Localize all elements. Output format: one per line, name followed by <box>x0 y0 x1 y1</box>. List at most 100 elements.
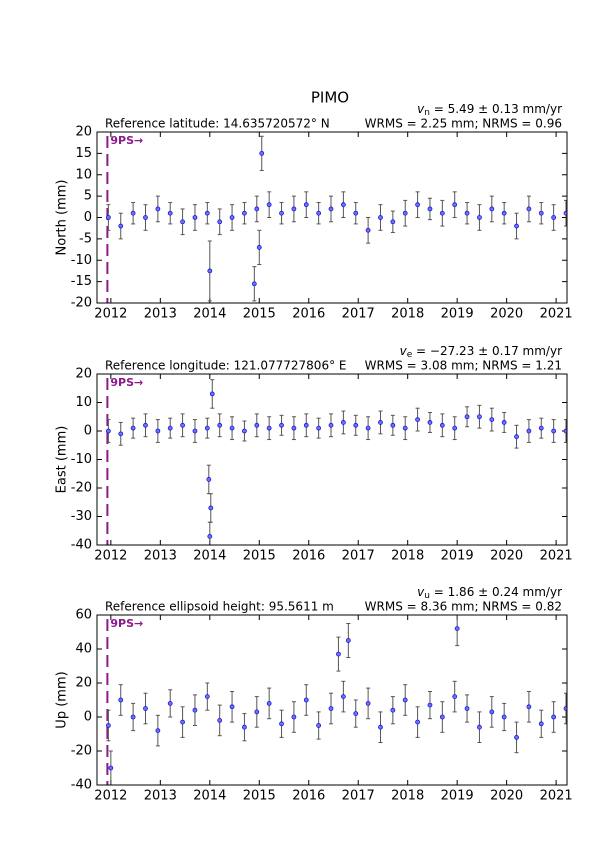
velocity-text: = −27.23 ± 0.17 mm/yr <box>412 344 562 358</box>
point <box>143 706 148 711</box>
y-tick-label: -20 <box>71 296 92 311</box>
point <box>155 206 161 212</box>
velocity-label: vu = 1.86 ± 0.24 mm/yr <box>417 585 562 601</box>
y-tick-label: -15 <box>71 274 92 289</box>
point <box>365 701 371 706</box>
point <box>316 723 322 728</box>
point <box>464 210 470 216</box>
point <box>180 719 185 725</box>
point <box>118 223 124 229</box>
x-tick-label: 2014 <box>193 789 226 804</box>
point <box>303 697 309 703</box>
point <box>303 202 309 208</box>
stats-label: WRMS = 2.25 mm; NRMS = 0.96 <box>365 117 562 131</box>
event-label: 9PS→ <box>110 376 143 389</box>
point <box>526 206 532 212</box>
y-tick-label: 10 <box>75 167 92 182</box>
y-tick-label: 15 <box>75 146 92 161</box>
point <box>207 534 213 539</box>
point <box>514 735 519 740</box>
x-tick-label: 2016 <box>292 307 325 322</box>
y-tick-label: -5 <box>79 231 92 246</box>
point <box>514 223 519 229</box>
y-tick-label: -40 <box>71 778 92 793</box>
point <box>259 150 265 156</box>
point <box>378 215 383 220</box>
point <box>251 281 257 287</box>
point <box>427 206 433 212</box>
point <box>130 714 136 720</box>
point <box>105 723 111 728</box>
point <box>538 425 544 431</box>
stats-label: WRMS = 3.08 mm; NRMS = 1.21 <box>365 359 562 373</box>
point <box>328 206 334 212</box>
velocity-subscript: n <box>424 108 430 118</box>
point <box>242 210 247 216</box>
velocity-subscript: e <box>407 350 413 360</box>
point <box>345 638 351 643</box>
point <box>229 704 235 710</box>
point <box>130 425 136 431</box>
point <box>501 210 507 216</box>
point <box>316 425 322 431</box>
y-tick-label: -10 <box>71 452 92 467</box>
y-axis-label: Up (mm) <box>55 671 70 728</box>
point <box>256 245 262 250</box>
point <box>192 707 198 713</box>
point <box>328 706 334 711</box>
panel: Reference latitude: 14.635720572° N WRMS … <box>55 102 573 322</box>
point <box>551 428 557 434</box>
point <box>279 210 284 216</box>
point <box>402 425 408 431</box>
point <box>105 215 111 220</box>
point <box>180 219 185 225</box>
y-tick-label: 0 <box>84 710 92 725</box>
reference-label: Reference latitude: 14.635720572° N <box>105 117 330 131</box>
x-tick-label: 2019 <box>441 549 474 564</box>
point <box>402 210 408 216</box>
point <box>563 706 567 711</box>
point <box>207 268 213 274</box>
point <box>353 422 359 428</box>
x-tick-label: 2017 <box>342 549 375 564</box>
event-label: 9PS→ <box>110 617 143 630</box>
point <box>266 701 272 706</box>
x-tick-label: 2012 <box>94 307 127 322</box>
point <box>390 707 396 713</box>
velocity-label: ve = −27.23 ± 0.17 mm/yr <box>400 344 562 360</box>
y-tick-label: 10 <box>75 395 92 410</box>
y-tick-label: -40 <box>71 538 92 553</box>
point <box>229 215 235 220</box>
point <box>204 210 210 216</box>
point <box>279 721 284 727</box>
point <box>254 422 260 428</box>
x-tick-label: 2016 <box>292 549 325 564</box>
reference-label: Reference longitude: 121.077727806° E <box>105 359 346 373</box>
point <box>501 714 507 720</box>
x-tick-label: 2021 <box>540 789 573 804</box>
y-tick-label: -30 <box>71 509 92 524</box>
point <box>208 505 214 511</box>
point <box>204 694 210 699</box>
point <box>118 431 124 437</box>
x-tick-label: 2020 <box>490 789 523 804</box>
point <box>340 694 346 699</box>
point <box>402 697 408 703</box>
x-tick-label: 2012 <box>94 789 127 804</box>
x-tick-label: 2018 <box>391 307 424 322</box>
point <box>365 227 371 233</box>
chart-title: PIMO <box>311 89 349 107</box>
reference-label: Reference ellipsoid height: 95.5611 m <box>105 600 334 614</box>
x-tick-label: 2020 <box>490 307 523 322</box>
point <box>328 422 334 428</box>
point <box>209 391 215 397</box>
velocity-label: vn = 5.49 ± 0.13 mm/yr <box>417 102 562 118</box>
y-tick-label: 60 <box>75 608 92 623</box>
point <box>217 718 223 723</box>
plot-frame <box>96 131 568 304</box>
point <box>242 724 247 730</box>
x-tick-label: 2015 <box>243 549 276 564</box>
x-tick-label: 2015 <box>243 307 276 322</box>
velocity-symbol: v <box>417 585 425 599</box>
point <box>526 428 532 434</box>
